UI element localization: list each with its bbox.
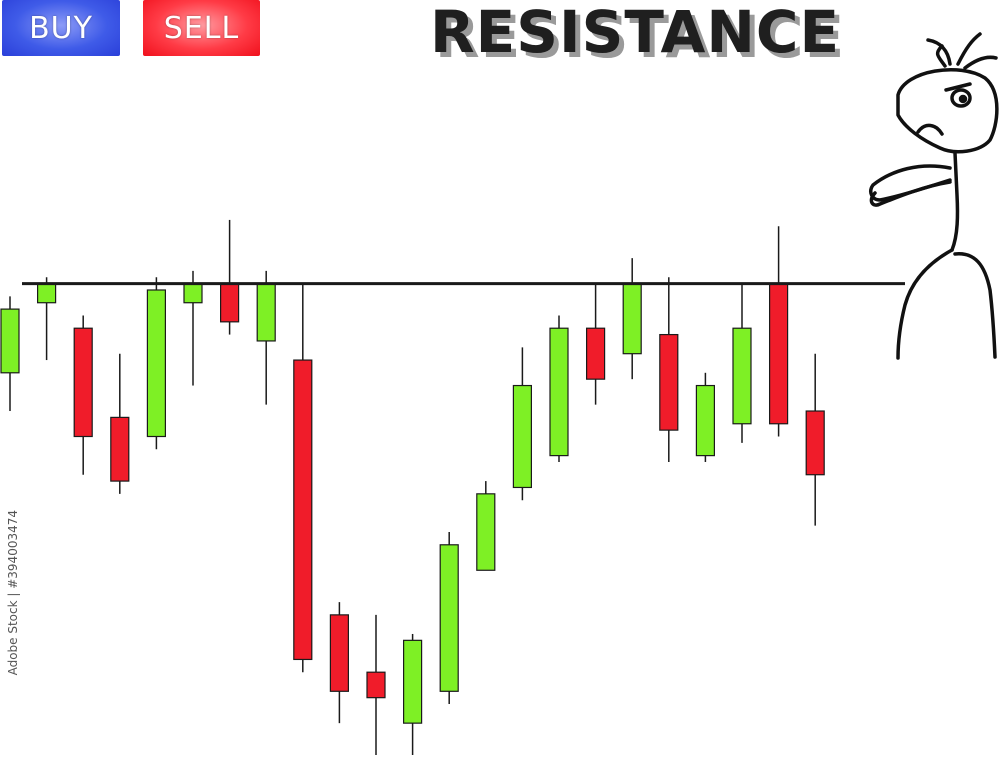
bearish-candle: [805, 410, 825, 476]
watermark: Adobe Stock | #394003474: [6, 510, 20, 676]
bullish-candle: [512, 384, 533, 489]
candles-group: [0, 219, 825, 755]
bearish-candle: [768, 283, 789, 425]
sell-button-label: SELL: [163, 10, 240, 46]
sell-button[interactable]: SELL: [143, 0, 260, 56]
buy-button-label: BUY: [29, 10, 93, 46]
bearish-candle: [329, 614, 349, 692]
bullish-candle: [695, 384, 716, 457]
bullish-candle: [36, 283, 57, 304]
bullish-candle: [403, 639, 423, 724]
bearish-candle: [659, 333, 679, 431]
bullish-candle: [0, 308, 20, 374]
bearish-candle: [366, 671, 386, 699]
bullish-candle: [439, 544, 459, 692]
bearish-candle: [220, 283, 240, 323]
bullish-candle: [732, 327, 752, 425]
bearish-candle: [293, 359, 313, 661]
bearish-candle: [110, 416, 130, 482]
bullish-candle: [256, 283, 276, 342]
bearish-candle: [73, 327, 93, 438]
chart-title: RESISTANCE: [430, 0, 841, 66]
bullish-candle: [549, 327, 569, 457]
bullish-candle: [183, 283, 203, 304]
bullish-candle: [146, 289, 166, 438]
bearish-candle: [585, 327, 606, 380]
bullish-candle: [476, 493, 496, 571]
bullish-candle: [622, 283, 642, 355]
stick-figure-icon: [869, 32, 999, 360]
buy-button[interactable]: BUY: [2, 0, 120, 56]
